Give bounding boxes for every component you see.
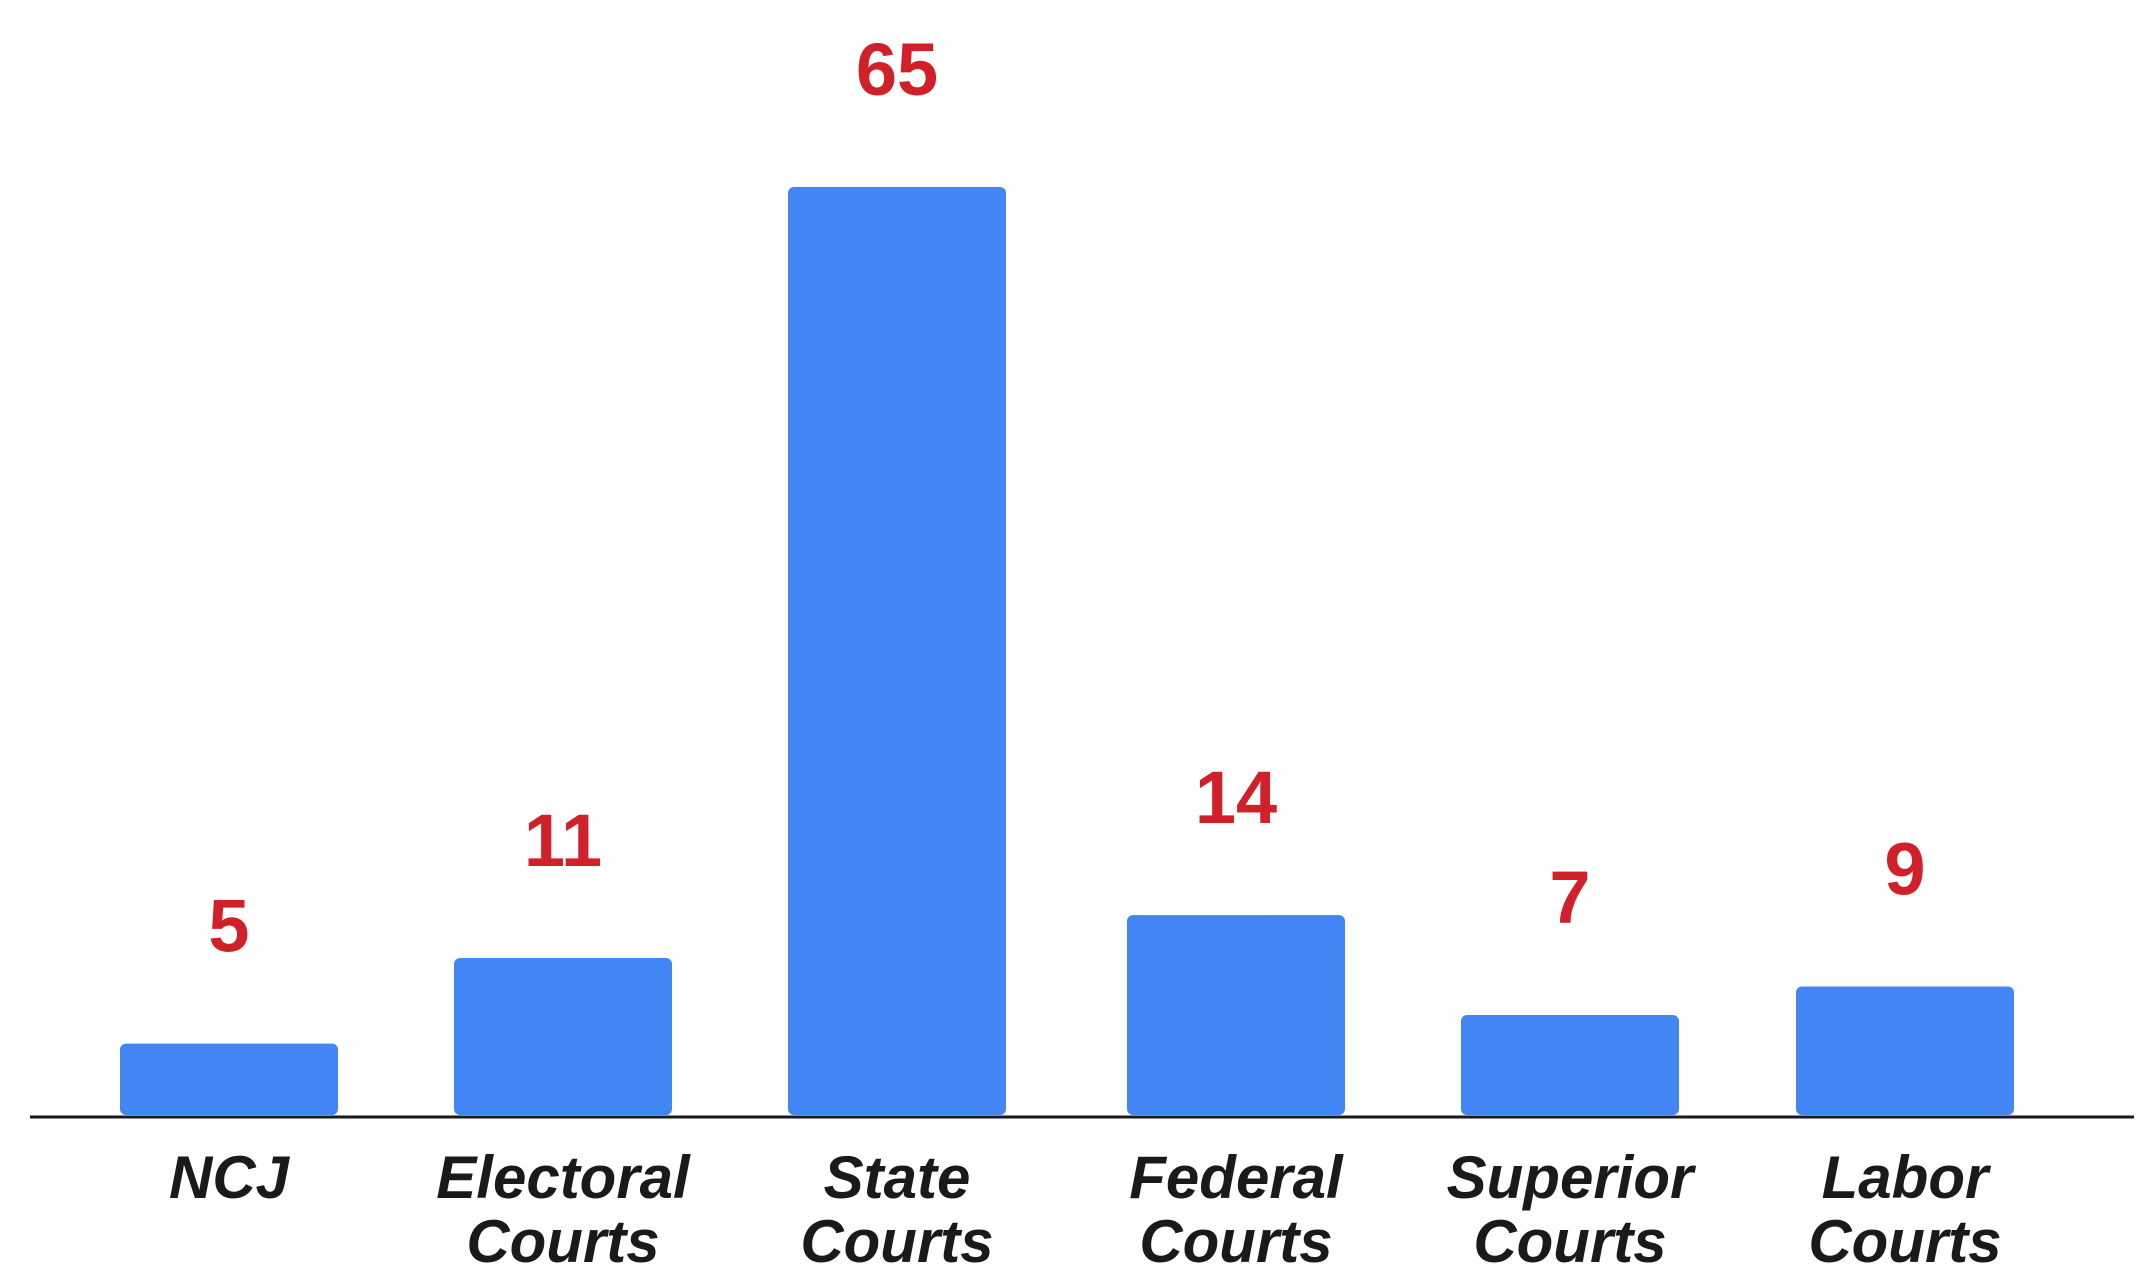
category-label-4-line-0: Superior (1447, 1144, 1697, 1211)
category-label-0: NCJ (169, 1144, 291, 1211)
category-label-1-line-0: Electoral (436, 1144, 691, 1211)
value-label-3: 14 (1195, 756, 1277, 839)
value-label-4: 7 (1549, 856, 1590, 939)
value-label-2: 65 (856, 28, 938, 111)
bar-0 (120, 1043, 338, 1115)
bar-3 (1127, 915, 1345, 1115)
value-labels-layer: 5 11 65 14 7 9 (208, 28, 1925, 968)
category-label-0-line-0: NCJ (169, 1144, 291, 1211)
bar-5 (1796, 986, 2014, 1115)
category-label-5: Labor Courts (1808, 1144, 2001, 1275)
category-label-4-line-1: Courts (1473, 1208, 1666, 1275)
category-label-3-line-1: Courts (1139, 1208, 1332, 1275)
category-label-5-line-0: Labor (1822, 1144, 1992, 1211)
bar-1 (454, 957, 672, 1115)
value-label-1: 11 (524, 799, 602, 882)
category-label-3: Federal Courts (1129, 1144, 1344, 1275)
category-label-4: Superior Courts (1447, 1144, 1697, 1275)
category-label-5-line-1: Courts (1808, 1208, 2001, 1275)
bar-4 (1461, 1015, 1679, 1115)
category-label-1: Electoral Courts (436, 1144, 691, 1275)
bar-2 (788, 187, 1006, 1115)
category-label-2-line-0: State (824, 1144, 971, 1211)
category-label-2-line-1: Courts (800, 1208, 993, 1275)
category-label-1-line-1: Courts (466, 1208, 659, 1275)
category-label-2: State Courts (800, 1144, 993, 1275)
value-label-0: 5 (208, 885, 249, 968)
bars-layer (120, 187, 2014, 1115)
category-label-3-line-0: Federal (1129, 1144, 1344, 1211)
value-label-5: 9 (1884, 828, 1925, 911)
